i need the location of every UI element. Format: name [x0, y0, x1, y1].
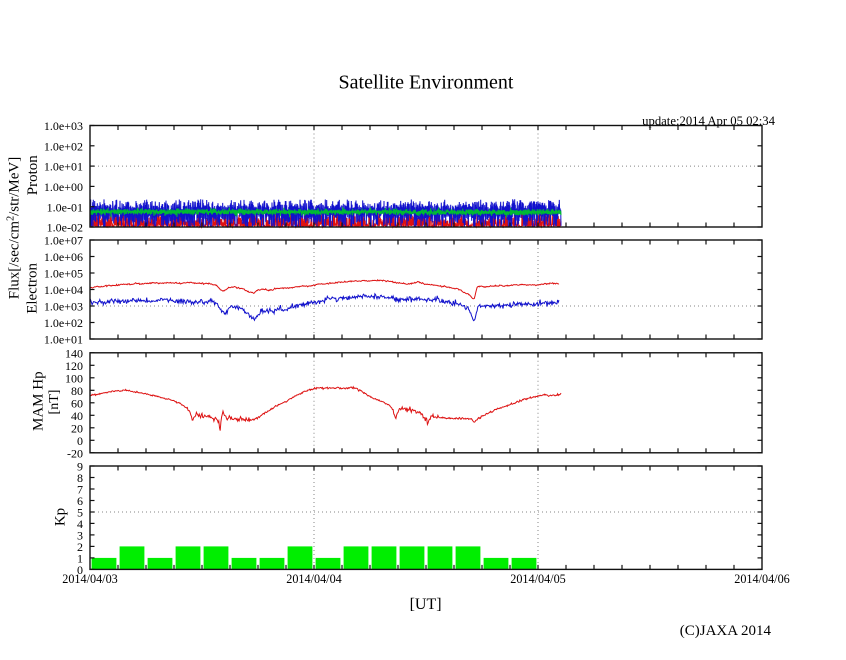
svg-text:1.0e+03: 1.0e+03: [44, 300, 83, 314]
svg-text:1.0e+07: 1.0e+07: [44, 234, 83, 248]
svg-text:1.0e+04: 1.0e+04: [44, 283, 83, 297]
svg-text:2014/04/05: 2014/04/05: [510, 572, 566, 586]
svg-text:1.0e+03: 1.0e+03: [44, 119, 83, 133]
svg-text:140: 140: [65, 346, 83, 360]
svg-text:3: 3: [77, 529, 83, 543]
svg-text:Proton: Proton: [25, 155, 41, 196]
svg-text:Kp: Kp: [53, 508, 69, 526]
svg-text:[nT]: [nT]: [47, 390, 62, 415]
svg-text:20: 20: [71, 421, 83, 435]
svg-text:1.0e+00: 1.0e+00: [44, 180, 83, 194]
svg-text:6: 6: [77, 494, 83, 508]
svg-text:120: 120: [65, 359, 83, 373]
svg-text:2014/04/04: 2014/04/04: [286, 572, 342, 586]
svg-text:1.0e+05: 1.0e+05: [44, 267, 83, 281]
svg-text:1.0e+02: 1.0e+02: [44, 139, 83, 153]
svg-text:(C)JAXA 2014: (C)JAXA 2014: [680, 623, 772, 639]
svg-text:2014/04/03: 2014/04/03: [62, 572, 118, 586]
svg-text:Satellite Environment: Satellite Environment: [339, 72, 514, 94]
svg-text:2: 2: [77, 540, 83, 554]
svg-text:5: 5: [77, 506, 83, 520]
svg-text:1.0e+01: 1.0e+01: [44, 333, 83, 347]
svg-text:7: 7: [77, 483, 83, 497]
svg-text:0: 0: [77, 434, 83, 448]
svg-text:40: 40: [71, 409, 83, 423]
svg-text:80: 80: [71, 384, 83, 398]
svg-text:9: 9: [77, 460, 83, 474]
svg-text:[UT]: [UT]: [410, 596, 442, 613]
svg-text:MAM Hp: MAM Hp: [31, 371, 47, 431]
svg-text:100: 100: [65, 371, 83, 385]
svg-text:60: 60: [71, 396, 83, 410]
svg-text:8: 8: [77, 471, 83, 485]
svg-text:-20: -20: [67, 446, 83, 460]
svg-text:Electron: Electron: [25, 262, 41, 313]
svg-text:update:2014 Apr 05 02:34: update:2014 Apr 05 02:34: [642, 114, 776, 128]
svg-text:Flux[/sec/cm2/str/MeV]: Flux[/sec/cm2/str/MeV]: [6, 157, 23, 300]
svg-text:2014/04/06: 2014/04/06: [734, 572, 790, 586]
svg-text:4: 4: [77, 517, 83, 531]
svg-text:1.0e-02: 1.0e-02: [47, 221, 83, 235]
svg-text:1.0e-01: 1.0e-01: [47, 200, 83, 214]
svg-text:1.0e+02: 1.0e+02: [44, 316, 83, 330]
svg-text:0: 0: [77, 563, 83, 577]
svg-text:1: 1: [77, 552, 83, 566]
svg-text:1.0e+01: 1.0e+01: [44, 160, 83, 174]
svg-text:1.0e+06: 1.0e+06: [44, 250, 83, 264]
